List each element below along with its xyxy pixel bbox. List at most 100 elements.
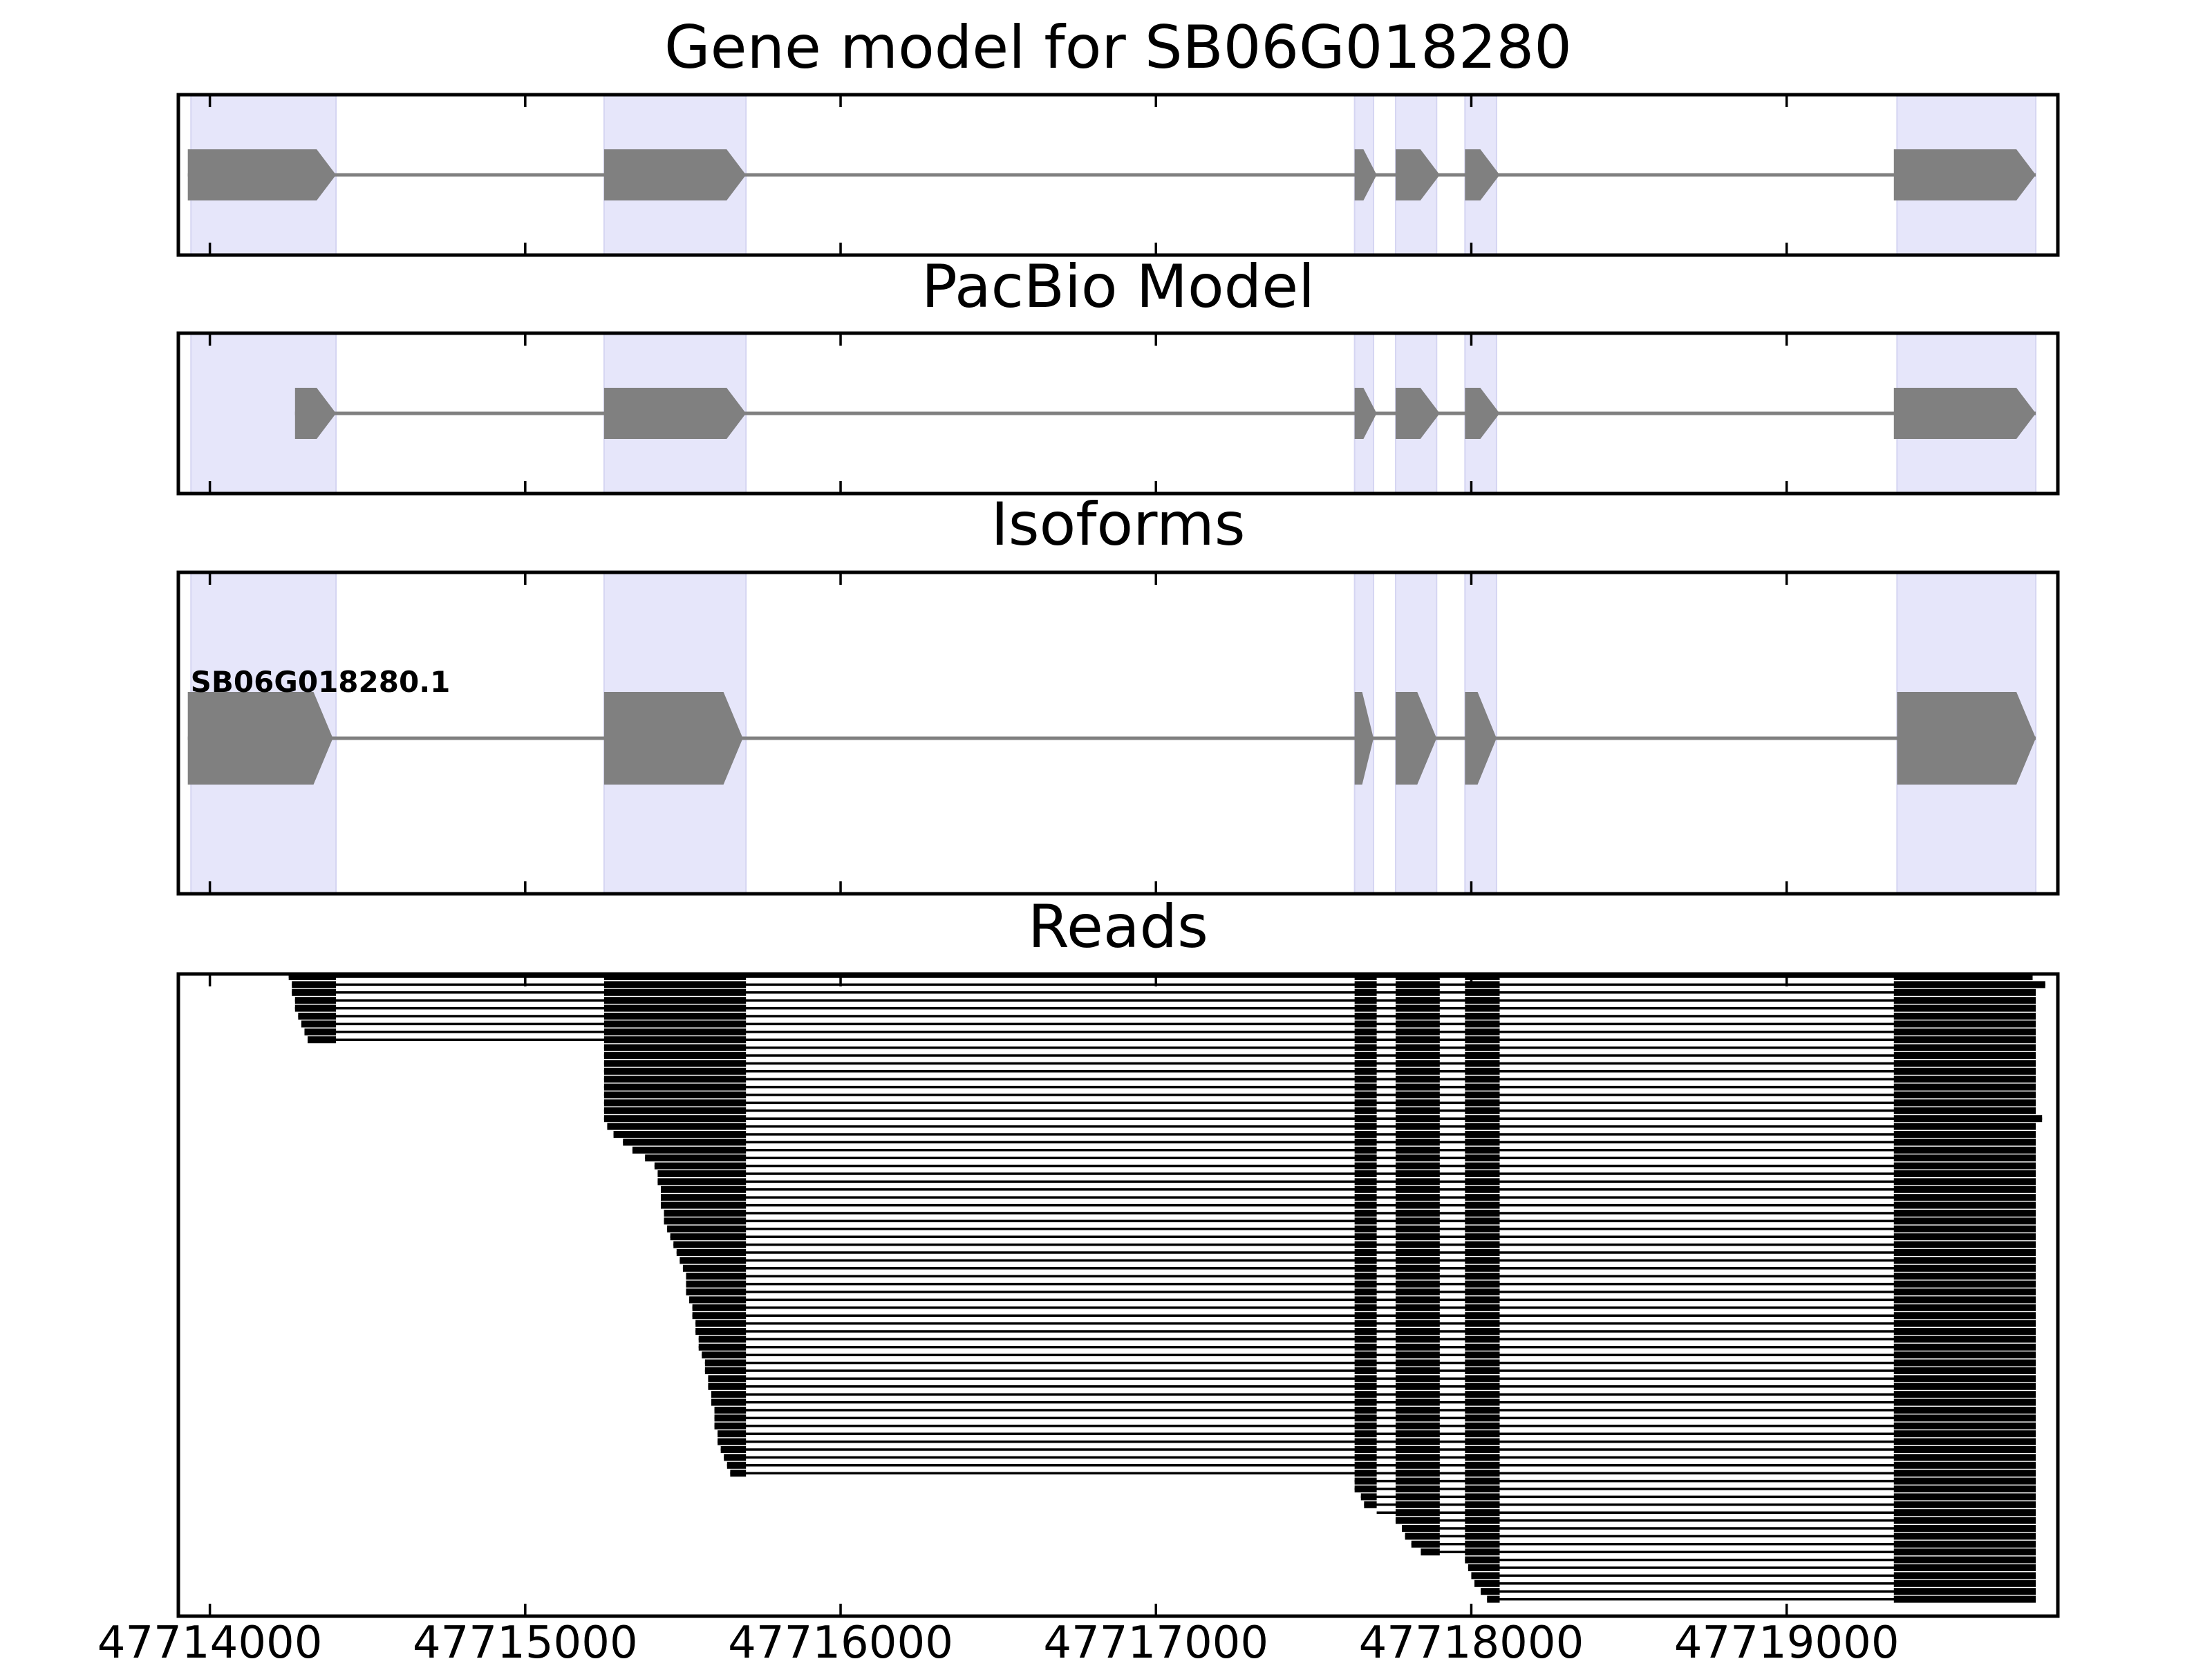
read-block — [1395, 1233, 1440, 1241]
read-block — [1893, 1477, 2036, 1485]
read-57 — [714, 1414, 2036, 1422]
read-block — [704, 1367, 747, 1374]
read-26 — [657, 1170, 2036, 1177]
read-block — [1395, 1273, 1440, 1280]
read-39 — [686, 1273, 2036, 1280]
read-block — [1354, 1382, 1377, 1390]
read-block — [1481, 1588, 1500, 1595]
read-47 — [698, 1335, 2036, 1343]
read-block — [1465, 1485, 1500, 1492]
read-block — [1395, 1264, 1440, 1272]
read-block — [689, 1296, 747, 1304]
read-37 — [679, 1257, 2036, 1264]
read-61 — [720, 1446, 2036, 1453]
read-block — [304, 1028, 337, 1035]
read-72 — [1405, 1533, 2036, 1540]
exon-6 — [1897, 692, 2036, 785]
read-block — [1354, 1398, 1377, 1406]
read-block — [1364, 1501, 1377, 1508]
read-block — [1395, 1020, 1440, 1028]
exon-5 — [1465, 388, 1500, 439]
panel-title: PacBio Model — [921, 252, 1315, 321]
read-block — [1893, 1138, 2036, 1146]
read-block — [1465, 1044, 1500, 1051]
read-block — [1893, 1588, 2036, 1595]
plot-area — [288, 974, 2045, 1603]
read-block — [657, 1178, 747, 1185]
read-block — [1893, 1564, 2036, 1571]
read-block — [1893, 1249, 2036, 1256]
read-rows — [288, 974, 2045, 1603]
read-block — [686, 1280, 747, 1288]
read-block — [1893, 1185, 2036, 1193]
read-block — [1465, 1533, 1500, 1540]
read-48 — [698, 1343, 2036, 1351]
read-block — [1893, 1233, 2036, 1241]
read-23 — [632, 1146, 2036, 1154]
read-block — [292, 988, 337, 996]
read-block — [1354, 1367, 1377, 1374]
read-block — [727, 1461, 747, 1469]
read-block — [1421, 1548, 1440, 1556]
read-block — [603, 1107, 747, 1114]
x-tick-label: 47718000 — [1359, 1618, 1584, 1659]
read-block — [1465, 1123, 1500, 1130]
read-block — [1395, 1398, 1440, 1406]
read-66 — [1354, 1485, 2036, 1492]
read-block — [1465, 1375, 1500, 1382]
read-block — [1893, 1540, 2036, 1548]
read-block — [1354, 1217, 1377, 1225]
exon-1 — [294, 388, 337, 439]
read-block — [1395, 1288, 1440, 1295]
read-80 — [1487, 1595, 2036, 1603]
read-block — [1354, 1233, 1377, 1241]
read-block — [1893, 1367, 2036, 1374]
read-block — [1893, 1501, 2036, 1508]
read-block — [1465, 1430, 1500, 1438]
read-block — [294, 1004, 337, 1012]
read-block — [1893, 988, 2036, 996]
read-block — [1465, 1067, 1500, 1075]
read-block — [1893, 1225, 2036, 1232]
read-block — [1465, 1060, 1500, 1067]
read-block — [1395, 1343, 1440, 1351]
read-block — [1465, 1004, 1500, 1012]
read-block — [1395, 997, 1440, 1004]
read-block — [1893, 1013, 2036, 1020]
read-59 — [718, 1430, 2036, 1438]
read-block — [1465, 1477, 1500, 1485]
read-block — [603, 1099, 747, 1107]
read-block — [1354, 1091, 1377, 1098]
exon-3 — [1354, 149, 1377, 200]
read-block — [1395, 1470, 1440, 1477]
exon-3 — [1354, 388, 1377, 439]
read-block — [1354, 1335, 1377, 1343]
read-block — [1465, 1052, 1500, 1059]
read-block — [1354, 1407, 1377, 1414]
read-block — [1402, 1525, 1440, 1532]
read-77 — [1471, 1572, 2036, 1580]
read-block — [1354, 1210, 1377, 1217]
read-block — [1395, 1422, 1440, 1430]
read-block — [1395, 1375, 1440, 1382]
read-block — [613, 1131, 747, 1138]
read-block — [1893, 1509, 2036, 1517]
read-4 — [294, 997, 2036, 1004]
panel-2: PacBio Model — [176, 252, 2060, 496]
read-block — [1465, 1540, 1500, 1548]
read-block — [720, 1446, 747, 1453]
read-block — [1395, 1438, 1440, 1445]
read-block — [1465, 1280, 1500, 1288]
read-block — [1465, 1273, 1500, 1280]
read-block — [660, 1185, 747, 1193]
read-block — [1395, 1170, 1440, 1177]
panels: Gene model for SB06G018280 PacBio Model Is… — [176, 13, 2060, 1618]
read-7 — [301, 1020, 2036, 1028]
read-block — [1893, 1438, 2036, 1445]
x-tick-label: 47715000 — [413, 1618, 638, 1659]
read-70 — [1395, 1517, 2036, 1524]
read-block — [1395, 1241, 1440, 1248]
read-2 — [292, 981, 2045, 988]
read-block — [1465, 1328, 1500, 1335]
read-block — [686, 1273, 747, 1280]
